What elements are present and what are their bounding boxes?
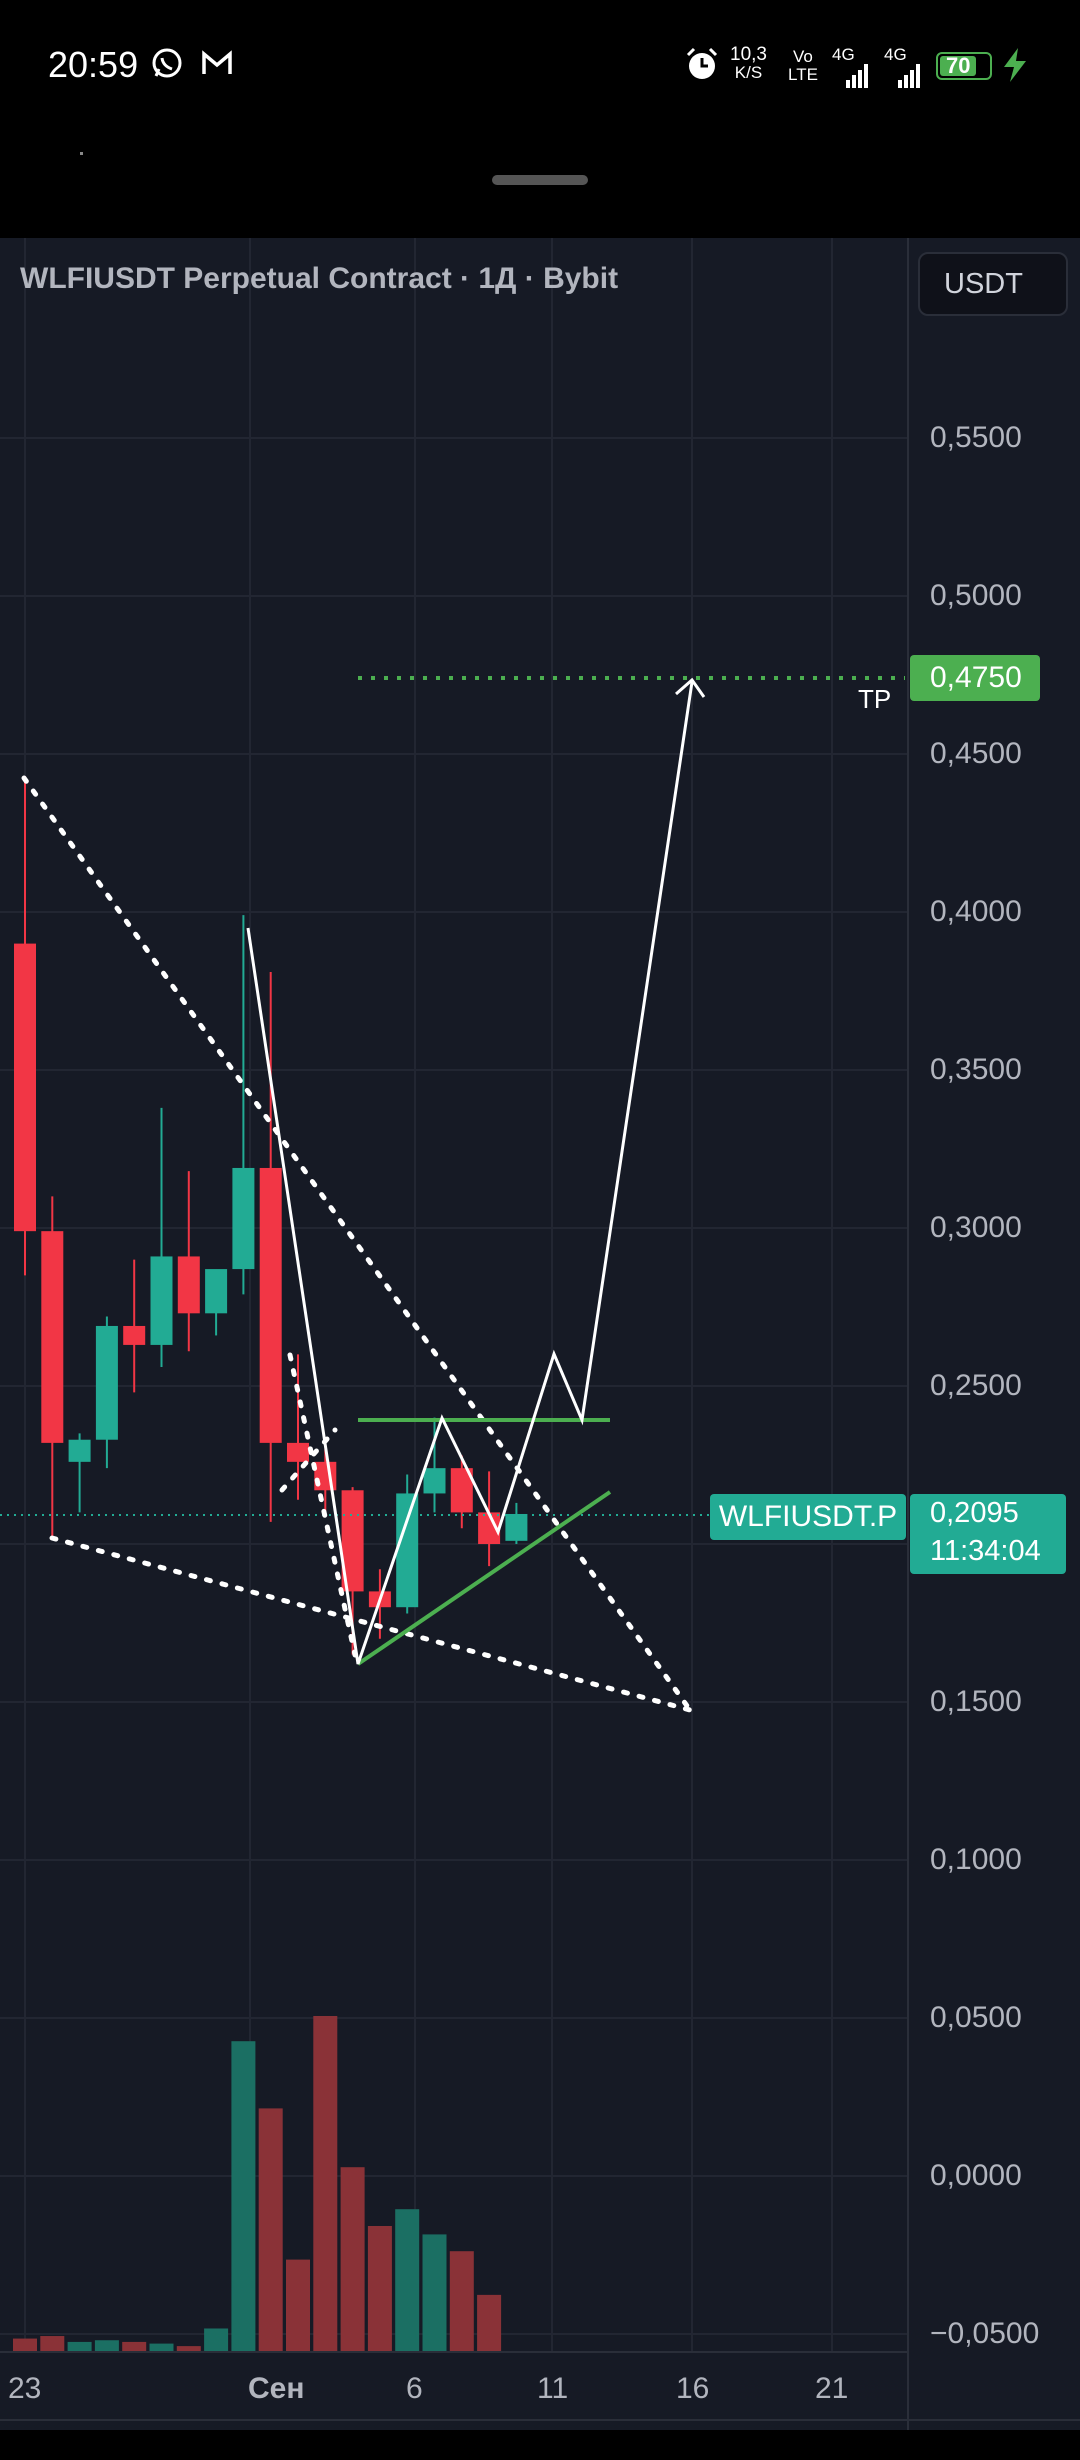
price-axis-label: 0,2500 (930, 1369, 1022, 1402)
volume-bar (176, 2346, 201, 2352)
price-axis-label: 0,5000 (930, 579, 1022, 612)
signal-icon: 4G (832, 46, 872, 92)
candle-body (450, 1468, 473, 1513)
volume-bar (340, 2167, 365, 2352)
volume-bar (40, 2336, 65, 2352)
price-axis-label: 0,1000 (930, 1843, 1022, 1876)
candle-body (205, 1269, 228, 1314)
price-axis-label: 0,4500 (930, 737, 1022, 770)
net-speed: 10,3 K/S (730, 44, 767, 82)
chart-drawings (0, 676, 908, 1713)
volume-bar (395, 2209, 420, 2352)
volume-bar (449, 2251, 474, 2352)
current-price-badge: 0,2095 11:34:04 (910, 1494, 1066, 1574)
chart-grid (0, 238, 908, 2352)
signal1-label: 4G (832, 45, 855, 64)
chart-area[interactable] (0, 238, 1080, 2430)
price-axis-label: 0,4000 (930, 895, 1022, 928)
volume-bar (477, 2294, 502, 2352)
volume-bar (149, 2343, 174, 2352)
price-axis-label: 0,0000 (930, 2159, 1022, 2192)
candle-body (287, 1442, 309, 1462)
date-axis-label: 11 (537, 2372, 569, 2405)
tp-price-badge: 0,4750 (910, 655, 1040, 701)
volume-bar (367, 2226, 392, 2352)
chart-title: WLFIUSDT Perpetual Contract · 1Д · Bybit (20, 262, 619, 295)
volte-top: Vo (793, 47, 813, 66)
price-axis-label: −0,0500 (930, 2317, 1040, 2350)
date-axis-label: 21 (815, 2372, 849, 2405)
volume-bar (422, 2234, 447, 2352)
axis-separators (0, 238, 1080, 2430)
candle-body (259, 1167, 282, 1443)
date-axis-label: 16 (676, 2372, 710, 2405)
candle-body (150, 1256, 173, 1345)
bottom-bar (0, 2430, 1080, 2460)
candle-body (505, 1513, 528, 1541)
price-axis-label: 0,5500 (930, 421, 1022, 454)
net-speed-value: 10,3 (730, 44, 767, 65)
signal-icon-2: 4G (884, 46, 924, 92)
status-bar: 20:59 10,3 K/S Vo LTE 4G 4G (0, 0, 1080, 155)
candle-body (14, 943, 36, 1232)
wedge-inner-line-2 (279, 1427, 338, 1493)
price-axis-label: 0,1500 (930, 1685, 1022, 1718)
volte-bottom: LTE (788, 65, 818, 84)
candle-body (41, 1231, 64, 1443)
drag-handle[interactable] (492, 175, 588, 185)
battery-icon: 70 (936, 52, 992, 80)
charging-icon (1002, 48, 1028, 87)
date-axis-label: Сен (248, 2372, 305, 2405)
volume-bar (231, 2041, 256, 2352)
wedge-lower-line (49, 1535, 693, 1713)
support-line (356, 1490, 612, 1666)
date-axis-label: 6 (406, 2372, 423, 2405)
volume-bars (13, 2016, 502, 2352)
volume-bar (67, 2341, 92, 2352)
candle-body (396, 1493, 419, 1608)
signal2-label: 4G (884, 45, 907, 64)
volume-bar (13, 2338, 37, 2352)
price-axis-label: 0,0500 (930, 2001, 1022, 2034)
wedge-inner-line (287, 1352, 358, 1658)
current-price: 0,2095 (930, 1497, 1019, 1529)
currency-button[interactable]: USDT (918, 252, 1068, 316)
price-axis-label: 0,3000 (930, 1211, 1022, 1244)
wedge-upper-line (21, 775, 693, 1713)
alarm-icon (684, 46, 720, 87)
volte-indicator: Vo LTE (788, 48, 818, 84)
volume-bar (204, 2328, 229, 2352)
net-speed-unit: K/S (734, 63, 763, 82)
gmail-icon (200, 46, 234, 85)
candle-body (232, 1167, 255, 1270)
candle-body (423, 1468, 446, 1494)
date-axis-label: 23 (8, 2372, 42, 2405)
candle-body (123, 1325, 146, 1345)
status-time: 20:59 (48, 44, 139, 85)
candle-body (478, 1512, 501, 1544)
volume-bar (286, 2259, 310, 2352)
notification-dot (80, 152, 83, 155)
candle-body (177, 1256, 200, 1314)
symbol-badge: WLFIUSDT.P (710, 1494, 906, 1540)
volume-bar (258, 2108, 283, 2352)
volume-bar (94, 2340, 119, 2352)
projection-path (246, 681, 694, 1665)
candle-countdown: 11:34:04 (930, 1535, 1041, 1567)
candle-body (68, 1439, 91, 1462)
tp-label: TP (858, 684, 892, 714)
volume-bar (122, 2341, 147, 2352)
candle-body (95, 1325, 118, 1440)
whatsapp-icon (150, 46, 184, 85)
candlesticks (14, 776, 528, 1655)
battery-level: 70 (946, 53, 971, 78)
price-axis-label: 0,3500 (930, 1053, 1022, 1086)
projection-arrowhead (675, 677, 706, 698)
volume-bar (313, 2016, 338, 2352)
